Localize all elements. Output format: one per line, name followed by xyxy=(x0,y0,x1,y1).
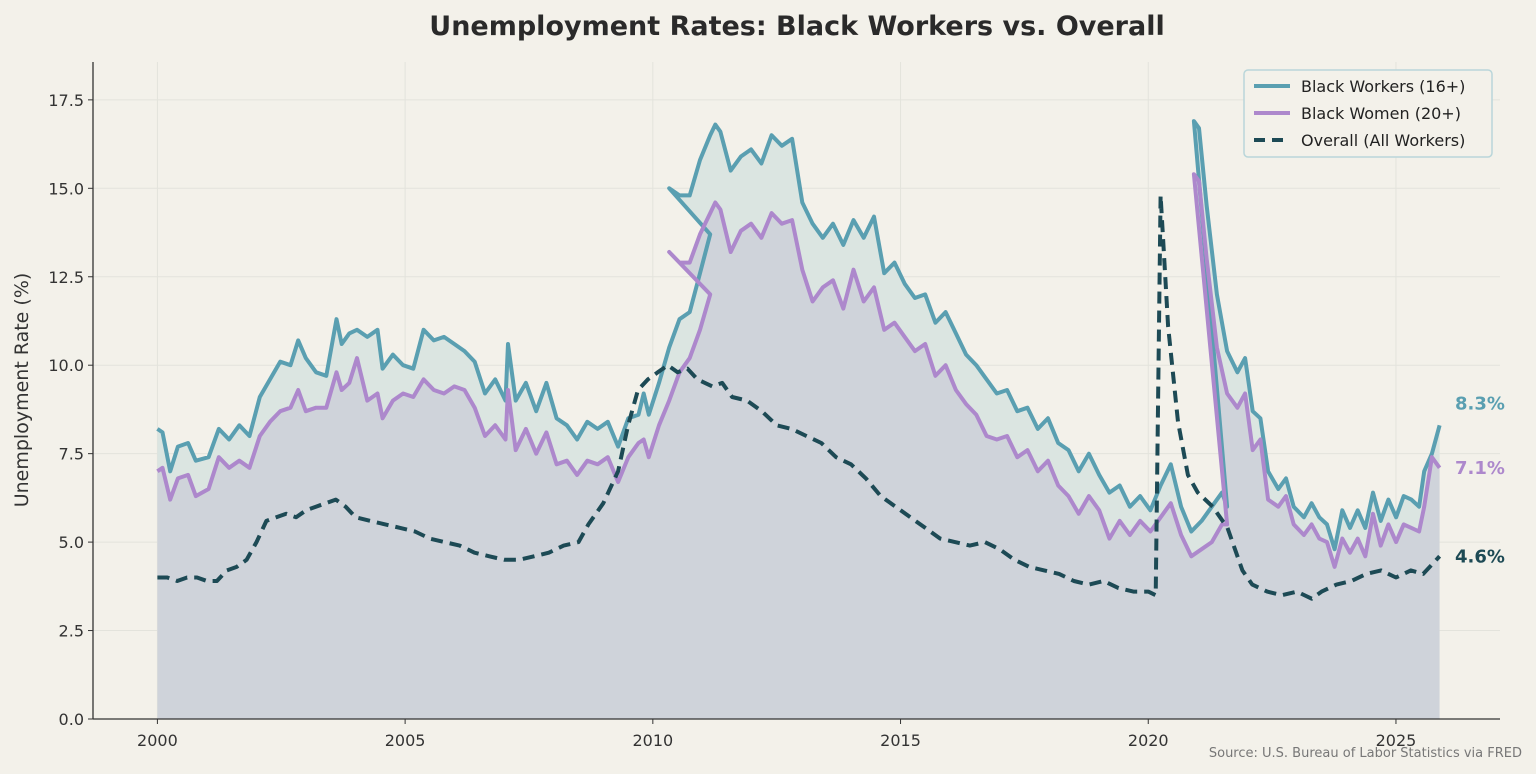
x-tick-label: 2025 xyxy=(1376,731,1417,750)
x-tick-label: 2020 xyxy=(1128,731,1169,750)
y-tick-label: 7.5 xyxy=(59,445,84,464)
y-axis-label: Unemployment Rate (%) xyxy=(11,273,33,508)
legend-label-overall: Overall (All Workers) xyxy=(1301,131,1465,150)
y-tick-label: 17.5 xyxy=(48,91,84,110)
legend-box xyxy=(1243,69,1493,158)
source-note: Source: U.S. Bureau of Labor Statistics … xyxy=(1209,746,1522,761)
end-label-black-women: 7.1% xyxy=(1455,458,1505,479)
y-tick-label: 0.0 xyxy=(59,710,84,729)
legend-label-black-women: Black Women (20+) xyxy=(1301,104,1461,123)
y-tick-label: 2.5 xyxy=(59,622,84,641)
x-tick-label: 2015 xyxy=(880,731,921,750)
x-tick-label: 2005 xyxy=(385,731,426,750)
legend-label-black-workers: Black Workers (16+) xyxy=(1301,77,1465,96)
end-label-overall: 4.6% xyxy=(1455,546,1505,567)
line-black-workers xyxy=(156,119,1442,552)
end-labels: 8.3% 7.1% 4.6% xyxy=(1455,393,1505,567)
end-label-black-workers: 8.3% xyxy=(1455,393,1505,414)
y-tick-label: 10.0 xyxy=(48,356,84,375)
y-tick-label: 15.0 xyxy=(48,179,84,198)
line-black-women xyxy=(156,172,1442,569)
legend: Black Workers (16+) Black Women (20+) Ov… xyxy=(1243,69,1493,158)
x-tick-label: 2000 xyxy=(137,731,178,750)
y-tick-label: 12.5 xyxy=(48,268,84,287)
area-fills xyxy=(157,121,1440,719)
fill-gap-workers-women xyxy=(157,121,1440,567)
fill-under-women xyxy=(157,174,1440,719)
axes: 0.0 2.5 5.0 7.5 10.0 12.5 15.0 17.5 2000 2005 2010… xyxy=(48,62,1500,750)
chart-title: Unemployment Rates: Black Workers vs. Ov… xyxy=(429,11,1164,42)
x-tick-label: 2010 xyxy=(632,731,673,750)
series-lines xyxy=(156,119,1442,601)
y-tick-label: 5.0 xyxy=(59,533,84,552)
